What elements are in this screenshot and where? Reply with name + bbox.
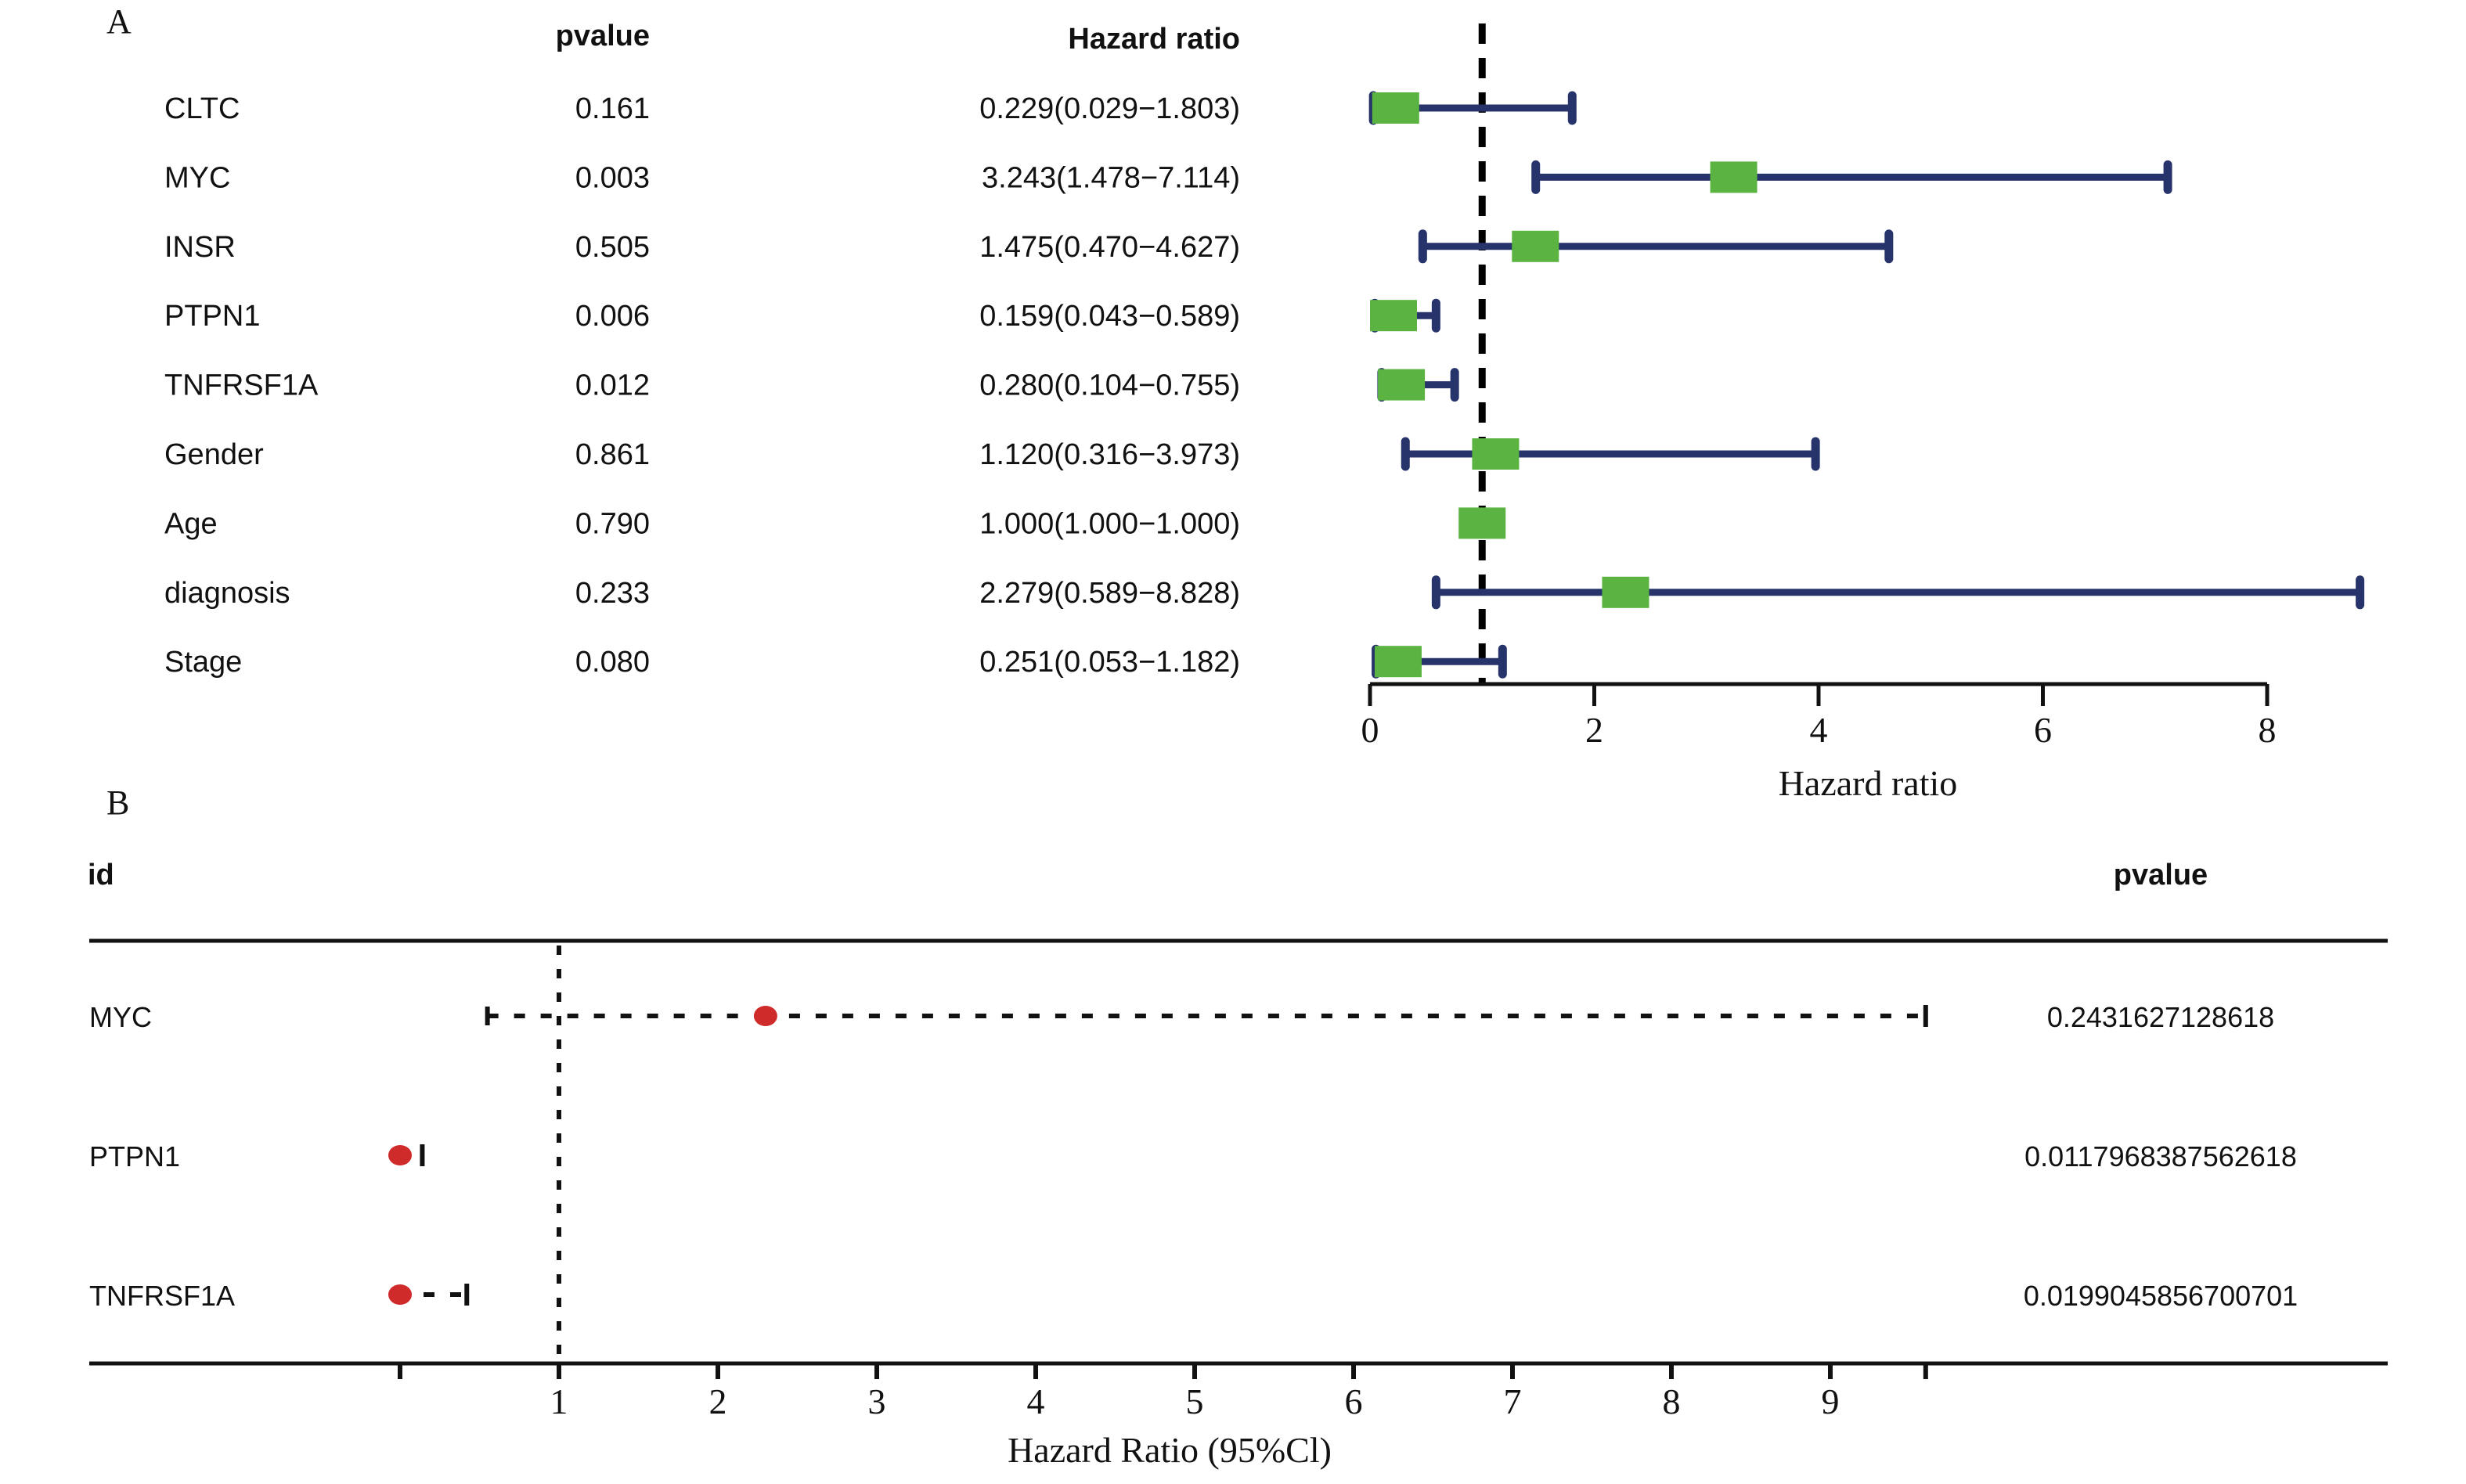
row-label: TNFRSF1A bbox=[164, 369, 319, 402]
hr-point bbox=[388, 1284, 412, 1305]
forest-row bbox=[1531, 160, 2172, 194]
row-pvalue: 0.006 bbox=[575, 300, 650, 333]
row-hr-text: 0.159(0.043−0.589) bbox=[979, 300, 1240, 333]
axis-tick-label: 2 bbox=[709, 1381, 727, 1421]
forest-row bbox=[485, 1005, 1928, 1027]
hr-box bbox=[1370, 300, 1417, 332]
axis-tick-label: 2 bbox=[1585, 710, 1603, 750]
row-pvalue: 0.233 bbox=[575, 577, 650, 610]
axis-tick-label: 6 bbox=[1345, 1381, 1363, 1421]
panel-a-x-axis-label: Hazard ratio bbox=[1779, 763, 1958, 803]
row-hr-text: 2.279(0.589−8.828) bbox=[979, 577, 1240, 610]
hr-point bbox=[388, 1145, 412, 1165]
row-pvalue: 0.505 bbox=[575, 231, 650, 264]
row-pvalue: 0.2431627128618 bbox=[2047, 1001, 2274, 1033]
row-pvalue: 0.012 bbox=[575, 369, 650, 402]
axis-tick-label: 7 bbox=[1504, 1381, 1522, 1421]
row-label: INSR bbox=[164, 231, 236, 264]
hr-box bbox=[1710, 161, 1758, 193]
axis-tick-label: 5 bbox=[1186, 1381, 1204, 1421]
forest-row bbox=[1372, 644, 1507, 679]
forest-row bbox=[1370, 298, 1440, 333]
panel-a-pvalue-header: pvalue bbox=[556, 20, 650, 52]
panel-b-table: MYC 0.2431627128618 PTPN1 0.011796838756261… bbox=[89, 1001, 2298, 1312]
row-label: MYC bbox=[164, 161, 230, 194]
row-hr-text: 1.475(0.470−4.627) bbox=[979, 231, 1240, 264]
hr-box bbox=[1602, 576, 1649, 608]
panel-a-label: A bbox=[106, 2, 132, 41]
panel-b-id-header: id bbox=[88, 859, 114, 891]
row-pvalue: 0.861 bbox=[575, 438, 650, 471]
row-label: TNFRSF1A bbox=[89, 1280, 235, 1312]
row-pvalue: 0.003 bbox=[575, 161, 650, 194]
panel-b-label: B bbox=[106, 783, 129, 822]
panel-b-x-axis-label: Hazard Ratio (95%Cl) bbox=[1008, 1430, 1332, 1470]
forest-row bbox=[1431, 575, 2365, 610]
forest-row bbox=[1401, 437, 1820, 471]
row-pvalue: 0.161 bbox=[575, 92, 650, 125]
hr-box bbox=[1458, 507, 1506, 539]
row-pvalue: 0.0117968387562618 bbox=[2024, 1140, 2297, 1172]
panel-b-pvalue-header: pvalue bbox=[2114, 859, 2208, 891]
row-hr-text: 3.243(1.478−7.114) bbox=[982, 161, 1240, 194]
panel-b-forest-plot bbox=[388, 946, 1928, 1357]
panel-a-table: CLTC 0.161 0.229(0.029−1.803) MYC 0.003 3.243… bbox=[164, 92, 1240, 679]
forest-row bbox=[388, 1144, 425, 1166]
forest-row bbox=[1368, 91, 1577, 125]
row-label: PTPN1 bbox=[89, 1140, 180, 1172]
hr-box bbox=[1472, 438, 1520, 470]
hr-point bbox=[753, 1006, 777, 1026]
axis-tick-label: 1 bbox=[550, 1381, 568, 1421]
row-label: diagnosis bbox=[164, 577, 290, 610]
row-hr-text: 1.000(1.000−1.000) bbox=[979, 507, 1240, 540]
row-label: CLTC bbox=[164, 92, 240, 125]
row-hr-text: 0.229(0.029−1.803) bbox=[979, 92, 1240, 125]
row-label: PTPN1 bbox=[164, 300, 260, 333]
axis-tick-label: 9 bbox=[1822, 1381, 1840, 1421]
row-label: MYC bbox=[89, 1001, 152, 1033]
axis-tick-label: 6 bbox=[2034, 710, 2052, 750]
row-hr-text: 1.120(0.316−3.973) bbox=[979, 438, 1240, 471]
axis-tick-label: 8 bbox=[1663, 1381, 1681, 1421]
forest-row bbox=[388, 1284, 470, 1306]
forest-row bbox=[1377, 368, 1459, 402]
forest-row bbox=[1418, 229, 1894, 264]
row-label: Stage bbox=[164, 646, 242, 679]
panel-a-forest-plot bbox=[1368, 23, 2365, 684]
panel-a-x-axis: 0 2 4 6 8 bbox=[1361, 682, 2277, 750]
axis-tick-label: 8 bbox=[2259, 710, 2277, 750]
forest-row bbox=[1458, 507, 1506, 539]
row-hr-text: 0.251(0.053−1.182) bbox=[979, 646, 1240, 679]
axis-tick-label: 0 bbox=[1361, 710, 1379, 750]
hr-box bbox=[1372, 92, 1419, 124]
panel-b-x-axis: 1 2 3 4 5 6 7 8 9 bbox=[398, 1363, 1928, 1421]
row-pvalue: 0.080 bbox=[575, 646, 650, 679]
row-hr-text: 0.280(0.104−0.755) bbox=[979, 369, 1240, 402]
row-pvalue: 0.0199045856700701 bbox=[2024, 1280, 2298, 1312]
hr-box bbox=[1512, 230, 1559, 262]
row-label: Age bbox=[164, 507, 218, 540]
axis-tick-label: 3 bbox=[868, 1381, 886, 1421]
row-pvalue: 0.790 bbox=[575, 507, 650, 540]
row-label: Gender bbox=[164, 438, 264, 471]
axis-tick-label: 4 bbox=[1810, 710, 1828, 750]
panel-a-hr-header: Hazard ratio bbox=[1068, 23, 1240, 56]
axis-tick-label: 4 bbox=[1027, 1381, 1045, 1421]
hr-box bbox=[1378, 369, 1426, 401]
hr-box bbox=[1374, 646, 1422, 678]
